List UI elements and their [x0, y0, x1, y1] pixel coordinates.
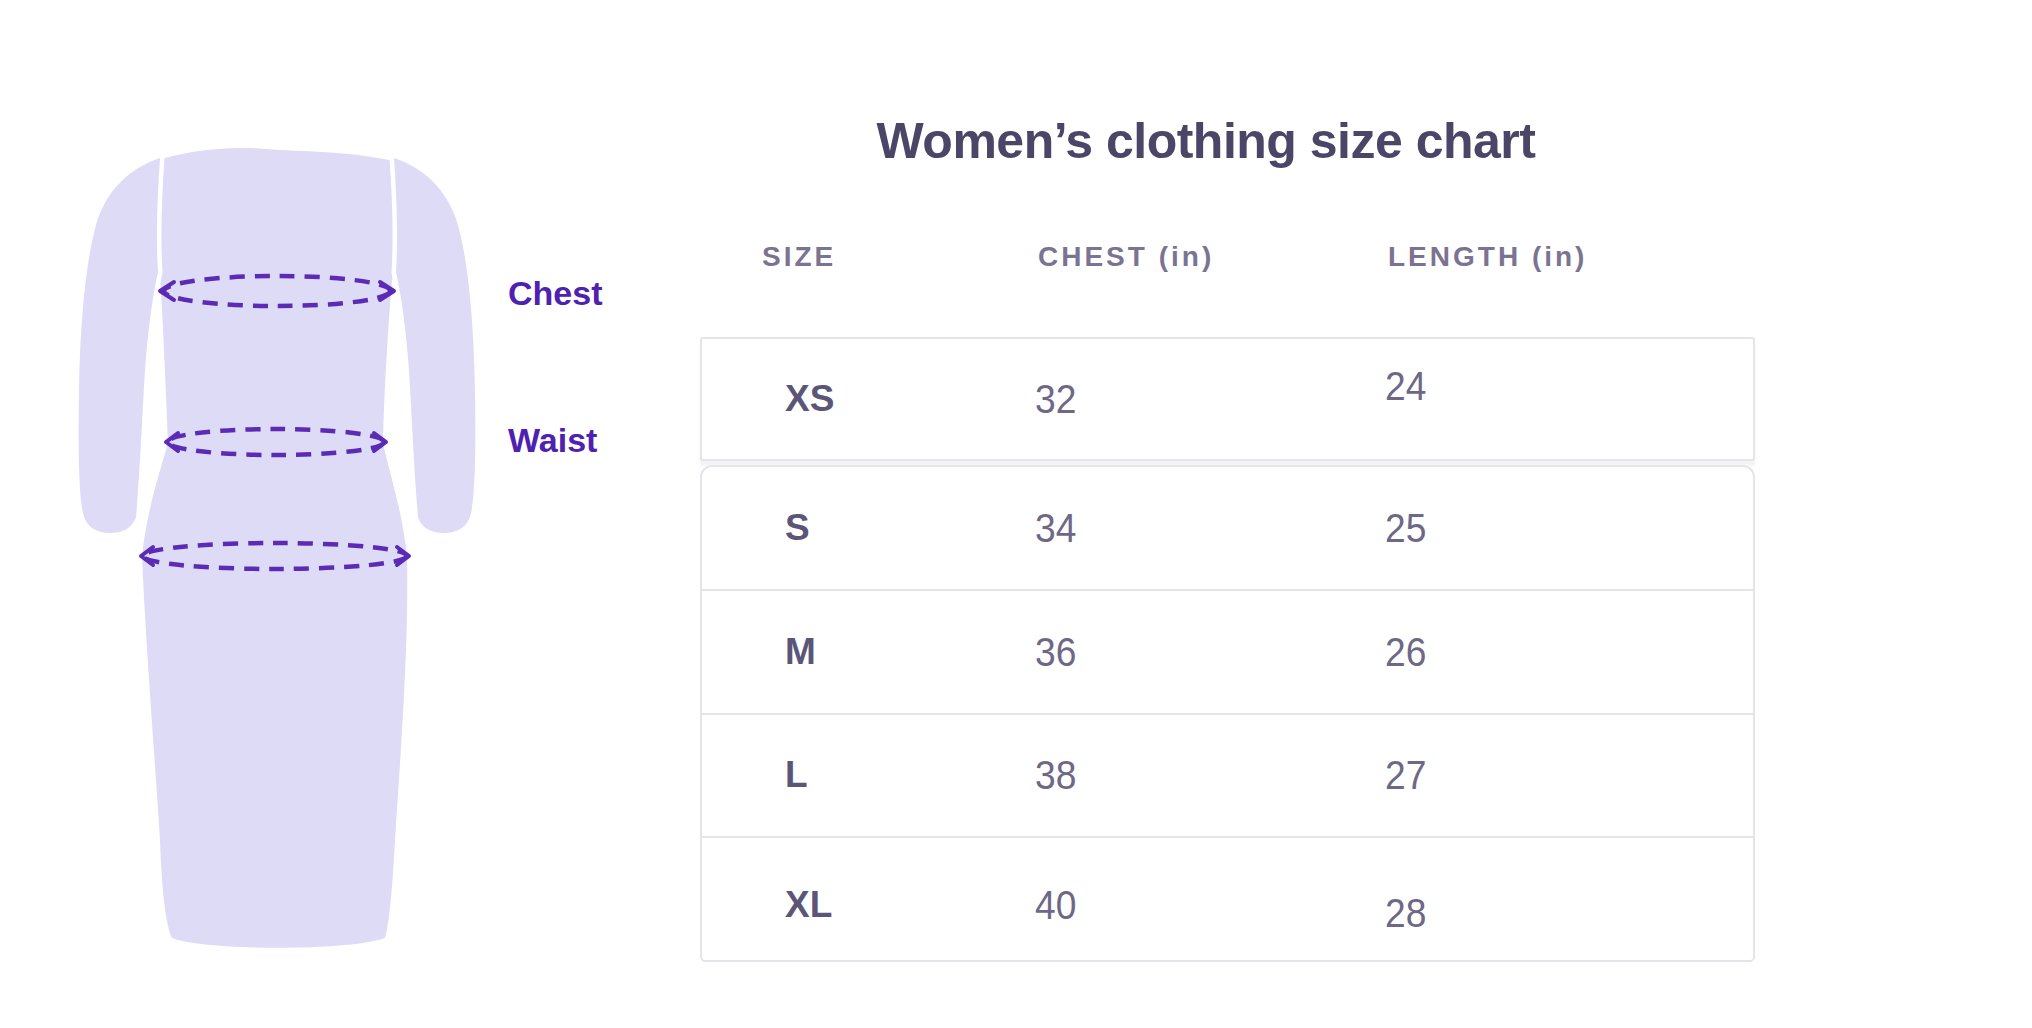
- length-value: 27: [1385, 753, 1426, 798]
- length-value: 28: [1385, 891, 1426, 936]
- table-row-m: M 36 26: [702, 589, 1753, 713]
- size-value: XL: [785, 884, 832, 926]
- dress-left-sleeve: [79, 158, 160, 533]
- table-row-xl: XL 40 28: [702, 836, 1753, 960]
- chest-value: 38: [1035, 753, 1076, 798]
- size-value: XS: [785, 378, 834, 420]
- dress-illustration: [0, 0, 700, 1028]
- page-title: Women’s clothing size chart: [700, 112, 1712, 170]
- column-header-size: SIZE: [762, 241, 836, 273]
- chest-value: 36: [1035, 629, 1076, 674]
- length-value: 26: [1385, 629, 1426, 674]
- table-row-xs: XS 32 24: [700, 337, 1755, 461]
- table-header-row: SIZE CHEST (in) LENGTH (in): [700, 241, 1755, 275]
- chest-value: 34: [1035, 505, 1076, 550]
- table-row-s: S 34 25: [702, 467, 1753, 589]
- column-header-chest: CHEST (in): [1038, 241, 1214, 273]
- column-header-length: LENGTH (in): [1388, 241, 1587, 273]
- size-chart-page: Chest Waist Women’s clothing size chart …: [0, 0, 2032, 1028]
- table-row-l: L 38 27: [702, 713, 1753, 837]
- chest-value: 32: [1035, 377, 1076, 422]
- length-value: 25: [1385, 505, 1426, 550]
- size-value: L: [785, 754, 808, 796]
- chest-measure-label: Chest: [508, 274, 602, 313]
- waist-measure-label: Waist: [508, 421, 597, 460]
- length-value: 24: [1385, 364, 1426, 409]
- size-value: S: [785, 507, 810, 549]
- dress-right-sleeve: [394, 158, 475, 533]
- chest-value: 40: [1035, 883, 1076, 928]
- table-body: S 34 25 M 36 26 L 38 27 XL 40 28: [700, 465, 1755, 962]
- size-value: M: [785, 631, 816, 673]
